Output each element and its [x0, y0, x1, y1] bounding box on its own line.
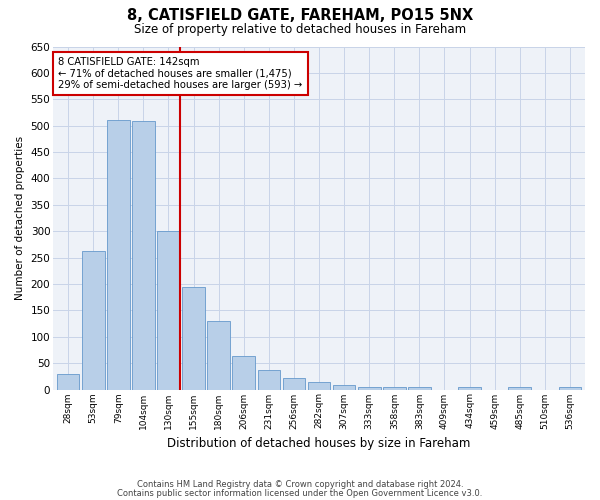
- Bar: [182, 286, 205, 390]
- Bar: [383, 388, 406, 390]
- Bar: [308, 382, 331, 390]
- Text: 8, CATISFIELD GATE, FAREHAM, PO15 5NX: 8, CATISFIELD GATE, FAREHAM, PO15 5NX: [127, 8, 473, 22]
- Bar: [232, 356, 255, 390]
- Bar: [508, 388, 531, 390]
- Text: Size of property relative to detached houses in Fareham: Size of property relative to detached ho…: [134, 22, 466, 36]
- Bar: [132, 121, 155, 390]
- Bar: [107, 120, 130, 390]
- Bar: [157, 230, 180, 390]
- Bar: [208, 322, 230, 390]
- Bar: [283, 378, 305, 390]
- Text: Contains HM Land Registry data © Crown copyright and database right 2024.: Contains HM Land Registry data © Crown c…: [137, 480, 463, 489]
- Bar: [458, 388, 481, 390]
- Bar: [257, 370, 280, 390]
- Bar: [333, 386, 355, 390]
- Bar: [408, 388, 431, 390]
- Bar: [559, 388, 581, 390]
- Y-axis label: Number of detached properties: Number of detached properties: [15, 136, 25, 300]
- Text: Contains public sector information licensed under the Open Government Licence v3: Contains public sector information licen…: [118, 488, 482, 498]
- Bar: [358, 388, 380, 390]
- Bar: [57, 374, 79, 390]
- Bar: [82, 252, 104, 390]
- X-axis label: Distribution of detached houses by size in Fareham: Distribution of detached houses by size …: [167, 437, 471, 450]
- Text: 8 CATISFIELD GATE: 142sqm
← 71% of detached houses are smaller (1,475)
29% of se: 8 CATISFIELD GATE: 142sqm ← 71% of detac…: [58, 57, 302, 90]
